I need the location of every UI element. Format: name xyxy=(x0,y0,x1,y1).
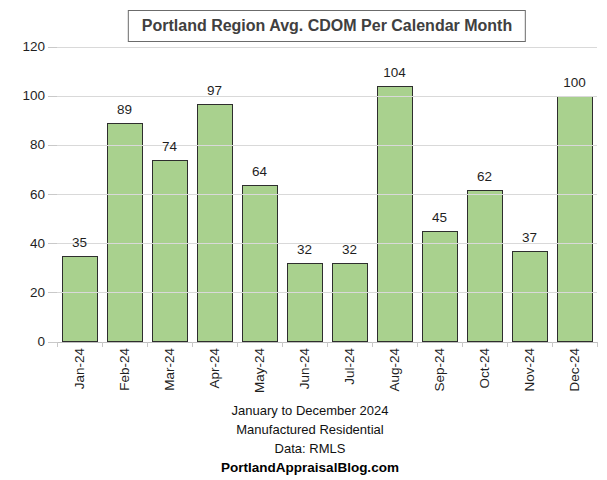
y-tick-40 xyxy=(48,243,57,244)
gridline-60 xyxy=(57,194,597,195)
x-tick-label-Jan-24: Jan-24 xyxy=(72,348,88,400)
bar-value-Feb-24: 89 xyxy=(117,102,132,117)
bar-value-May-24: 64 xyxy=(252,164,267,179)
x-tick-8 xyxy=(417,342,418,347)
x-tick-label-Feb-24: Feb-24 xyxy=(117,348,133,400)
x-tick-7 xyxy=(372,342,373,347)
footer-website: PortlandAppraisalBlog.com xyxy=(221,458,399,477)
bar-value-Aug-24: 104 xyxy=(383,65,406,80)
bar-value-Jul-24: 32 xyxy=(342,242,357,257)
bar-value-Sep-24: 45 xyxy=(432,210,447,225)
x-tick-9 xyxy=(462,342,463,347)
x-tick-0 xyxy=(57,342,58,347)
y-tick-label-60: 60 xyxy=(5,187,45,203)
x-tick-label-Sep-24: Sep-24 xyxy=(432,348,448,400)
x-tick-5 xyxy=(282,342,283,347)
x-tick-label-Jun-24: Jun-24 xyxy=(297,348,313,400)
y-tick-100 xyxy=(48,96,57,97)
gridline-120 xyxy=(57,47,597,48)
footer-data-source: Data: RMLS xyxy=(221,439,399,458)
y-tick-label-100: 100 xyxy=(5,88,45,104)
bar-Feb-24 xyxy=(107,123,143,342)
x-tick-1 xyxy=(102,342,103,347)
x-tick-12 xyxy=(597,342,598,347)
y-tick-label-40: 40 xyxy=(5,236,45,252)
y-tick-120 xyxy=(48,47,57,48)
x-tick-label-Oct-24: Oct-24 xyxy=(477,348,493,400)
footer-property-type: Manufactured Residential xyxy=(221,420,399,439)
x-tick-4 xyxy=(237,342,238,347)
bar-Nov-24 xyxy=(512,251,548,342)
bar-Jul-24 xyxy=(332,263,368,342)
y-tick-label-0: 0 xyxy=(5,334,45,350)
bar-Dec-24 xyxy=(557,96,593,342)
chart-footer: January to December 2024 Manufactured Re… xyxy=(221,401,399,477)
footer-date-range: January to December 2024 xyxy=(221,401,399,420)
bar-value-Oct-24: 62 xyxy=(477,169,492,184)
bar-value-Jan-24: 35 xyxy=(72,235,87,250)
bar-value-Dec-24: 100 xyxy=(563,75,586,90)
bar-Oct-24 xyxy=(467,190,503,342)
y-tick-label-120: 120 xyxy=(5,39,45,55)
bar-Jan-24 xyxy=(62,256,98,342)
y-tick-20 xyxy=(48,292,57,293)
y-tick-80 xyxy=(48,145,57,146)
bar-value-Nov-24: 37 xyxy=(522,230,537,245)
y-tick-60 xyxy=(48,194,57,195)
x-tick-label-Aug-24: Aug-24 xyxy=(387,348,403,400)
x-tick-label-Nov-24: Nov-24 xyxy=(522,348,538,400)
x-tick-label-Mar-24: Mar-24 xyxy=(162,348,178,400)
y-tick-label-80: 80 xyxy=(5,137,45,153)
bar-value-Apr-24: 97 xyxy=(207,83,222,98)
x-tick-label-Apr-24: Apr-24 xyxy=(207,348,223,400)
x-tick-6 xyxy=(327,342,328,347)
x-tick-2 xyxy=(147,342,148,347)
bar-Aug-24 xyxy=(377,86,413,342)
gridline-100 xyxy=(57,96,597,97)
bar-Jun-24 xyxy=(287,263,323,342)
bar-value-Mar-24: 74 xyxy=(162,139,177,154)
bar-Mar-24 xyxy=(152,160,188,342)
bar-Apr-24 xyxy=(197,104,233,342)
x-tick-label-May-24: May-24 xyxy=(252,348,268,400)
gridline-20 xyxy=(57,292,597,293)
x-tick-10 xyxy=(507,342,508,347)
chart-canvas: Portland Region Avg. CDOM Per Calendar M… xyxy=(0,0,607,480)
bar-Sep-24 xyxy=(422,231,458,342)
gridline-40 xyxy=(57,243,597,244)
gridline-80 xyxy=(57,145,597,146)
y-tick-0 xyxy=(48,342,57,343)
x-tick-3 xyxy=(192,342,193,347)
bar-May-24 xyxy=(242,185,278,342)
bar-value-Jun-24: 32 xyxy=(297,242,312,257)
x-tick-label-Jul-24: Jul-24 xyxy=(342,348,358,400)
x-tick-11 xyxy=(552,342,553,347)
chart-title: Portland Region Avg. CDOM Per Calendar M… xyxy=(128,10,526,42)
x-tick-label-Dec-24: Dec-24 xyxy=(567,348,583,400)
y-tick-label-20: 20 xyxy=(5,285,45,301)
